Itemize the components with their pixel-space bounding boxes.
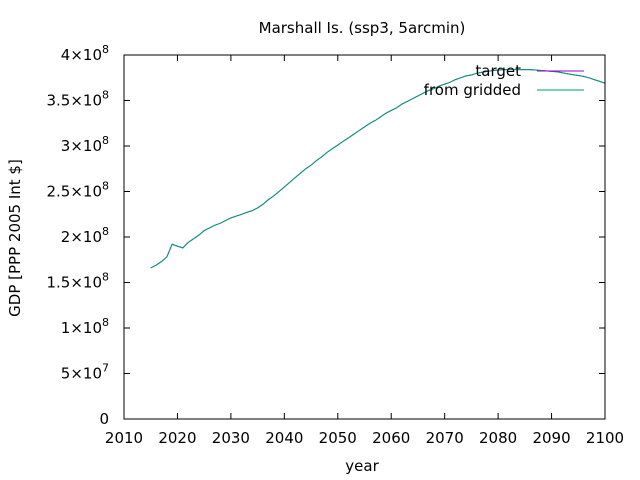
x-tick-label: 2080 xyxy=(479,429,517,447)
plot-frame xyxy=(123,54,606,420)
x-axis-label: year xyxy=(345,457,379,475)
y-tick-exponent: 8 xyxy=(102,43,109,56)
y-tick-exponent: 8 xyxy=(102,271,109,284)
y-tick-label: 2×108 xyxy=(61,225,109,246)
y-tick-mantissa: 2×10 xyxy=(61,228,102,246)
y-tick-exponent: 8 xyxy=(102,180,109,193)
x-tick-label: 2010 xyxy=(105,429,143,447)
y-axis-label: GDP [PPP 2005 Int $] xyxy=(6,159,24,317)
y-tick-mantissa: 5×10 xyxy=(61,365,102,383)
legend-label: from gridded xyxy=(424,81,521,99)
y-tick-label: 1×108 xyxy=(61,316,109,337)
y-tick-label: 5×107 xyxy=(61,362,109,383)
x-tick-label: 2050 xyxy=(319,429,357,447)
x-tick-label: 2090 xyxy=(532,429,570,447)
y-tick-exponent: 8 xyxy=(102,316,109,329)
y-tick-exponent: 8 xyxy=(102,134,109,147)
x-tick-label: 2100 xyxy=(586,429,624,447)
x-tick-label: 2070 xyxy=(426,429,464,447)
y-tick-label: 4×108 xyxy=(61,43,109,64)
x-tick-label: 2040 xyxy=(265,429,303,447)
y-tick-exponent: 8 xyxy=(102,89,109,102)
axis-tick-labels: 2010 2020 2030 2040 2050 2060 2070 2080 2090 2100… xyxy=(46,43,624,447)
x-tick-label: 2020 xyxy=(158,429,196,447)
x-tick-label: 2030 xyxy=(212,429,250,447)
series-line-0 xyxy=(150,69,606,269)
y-tick-exponent: 8 xyxy=(102,225,109,238)
y-tick-exponent: 7 xyxy=(102,362,109,375)
y-tick-label: 3×108 xyxy=(61,134,109,155)
series-line-1 xyxy=(150,69,606,269)
y-tick-label: 1.5×108 xyxy=(46,271,109,292)
y-tick-mantissa: 0 xyxy=(99,410,109,428)
y-tick-mantissa: 3×10 xyxy=(61,137,102,155)
y-tick-mantissa: 2.5×10 xyxy=(46,183,102,201)
legend-label: target xyxy=(475,62,521,80)
y-tick-label: 3.5×108 xyxy=(46,89,109,110)
y-tick-label: 2.5×108 xyxy=(46,180,109,201)
y-tick-mantissa: 1×10 xyxy=(61,319,102,337)
y-tick-label: 0 xyxy=(99,410,109,428)
y-tick-mantissa: 3.5×10 xyxy=(46,92,102,110)
series-lines xyxy=(150,69,606,269)
y-tick-mantissa: 4×10 xyxy=(61,46,102,64)
x-tick-label: 2060 xyxy=(372,429,410,447)
y-tick-mantissa: 1.5×10 xyxy=(46,274,102,292)
chart-title: Marshall Is. (ssp3, 5arcmin) xyxy=(259,19,466,37)
